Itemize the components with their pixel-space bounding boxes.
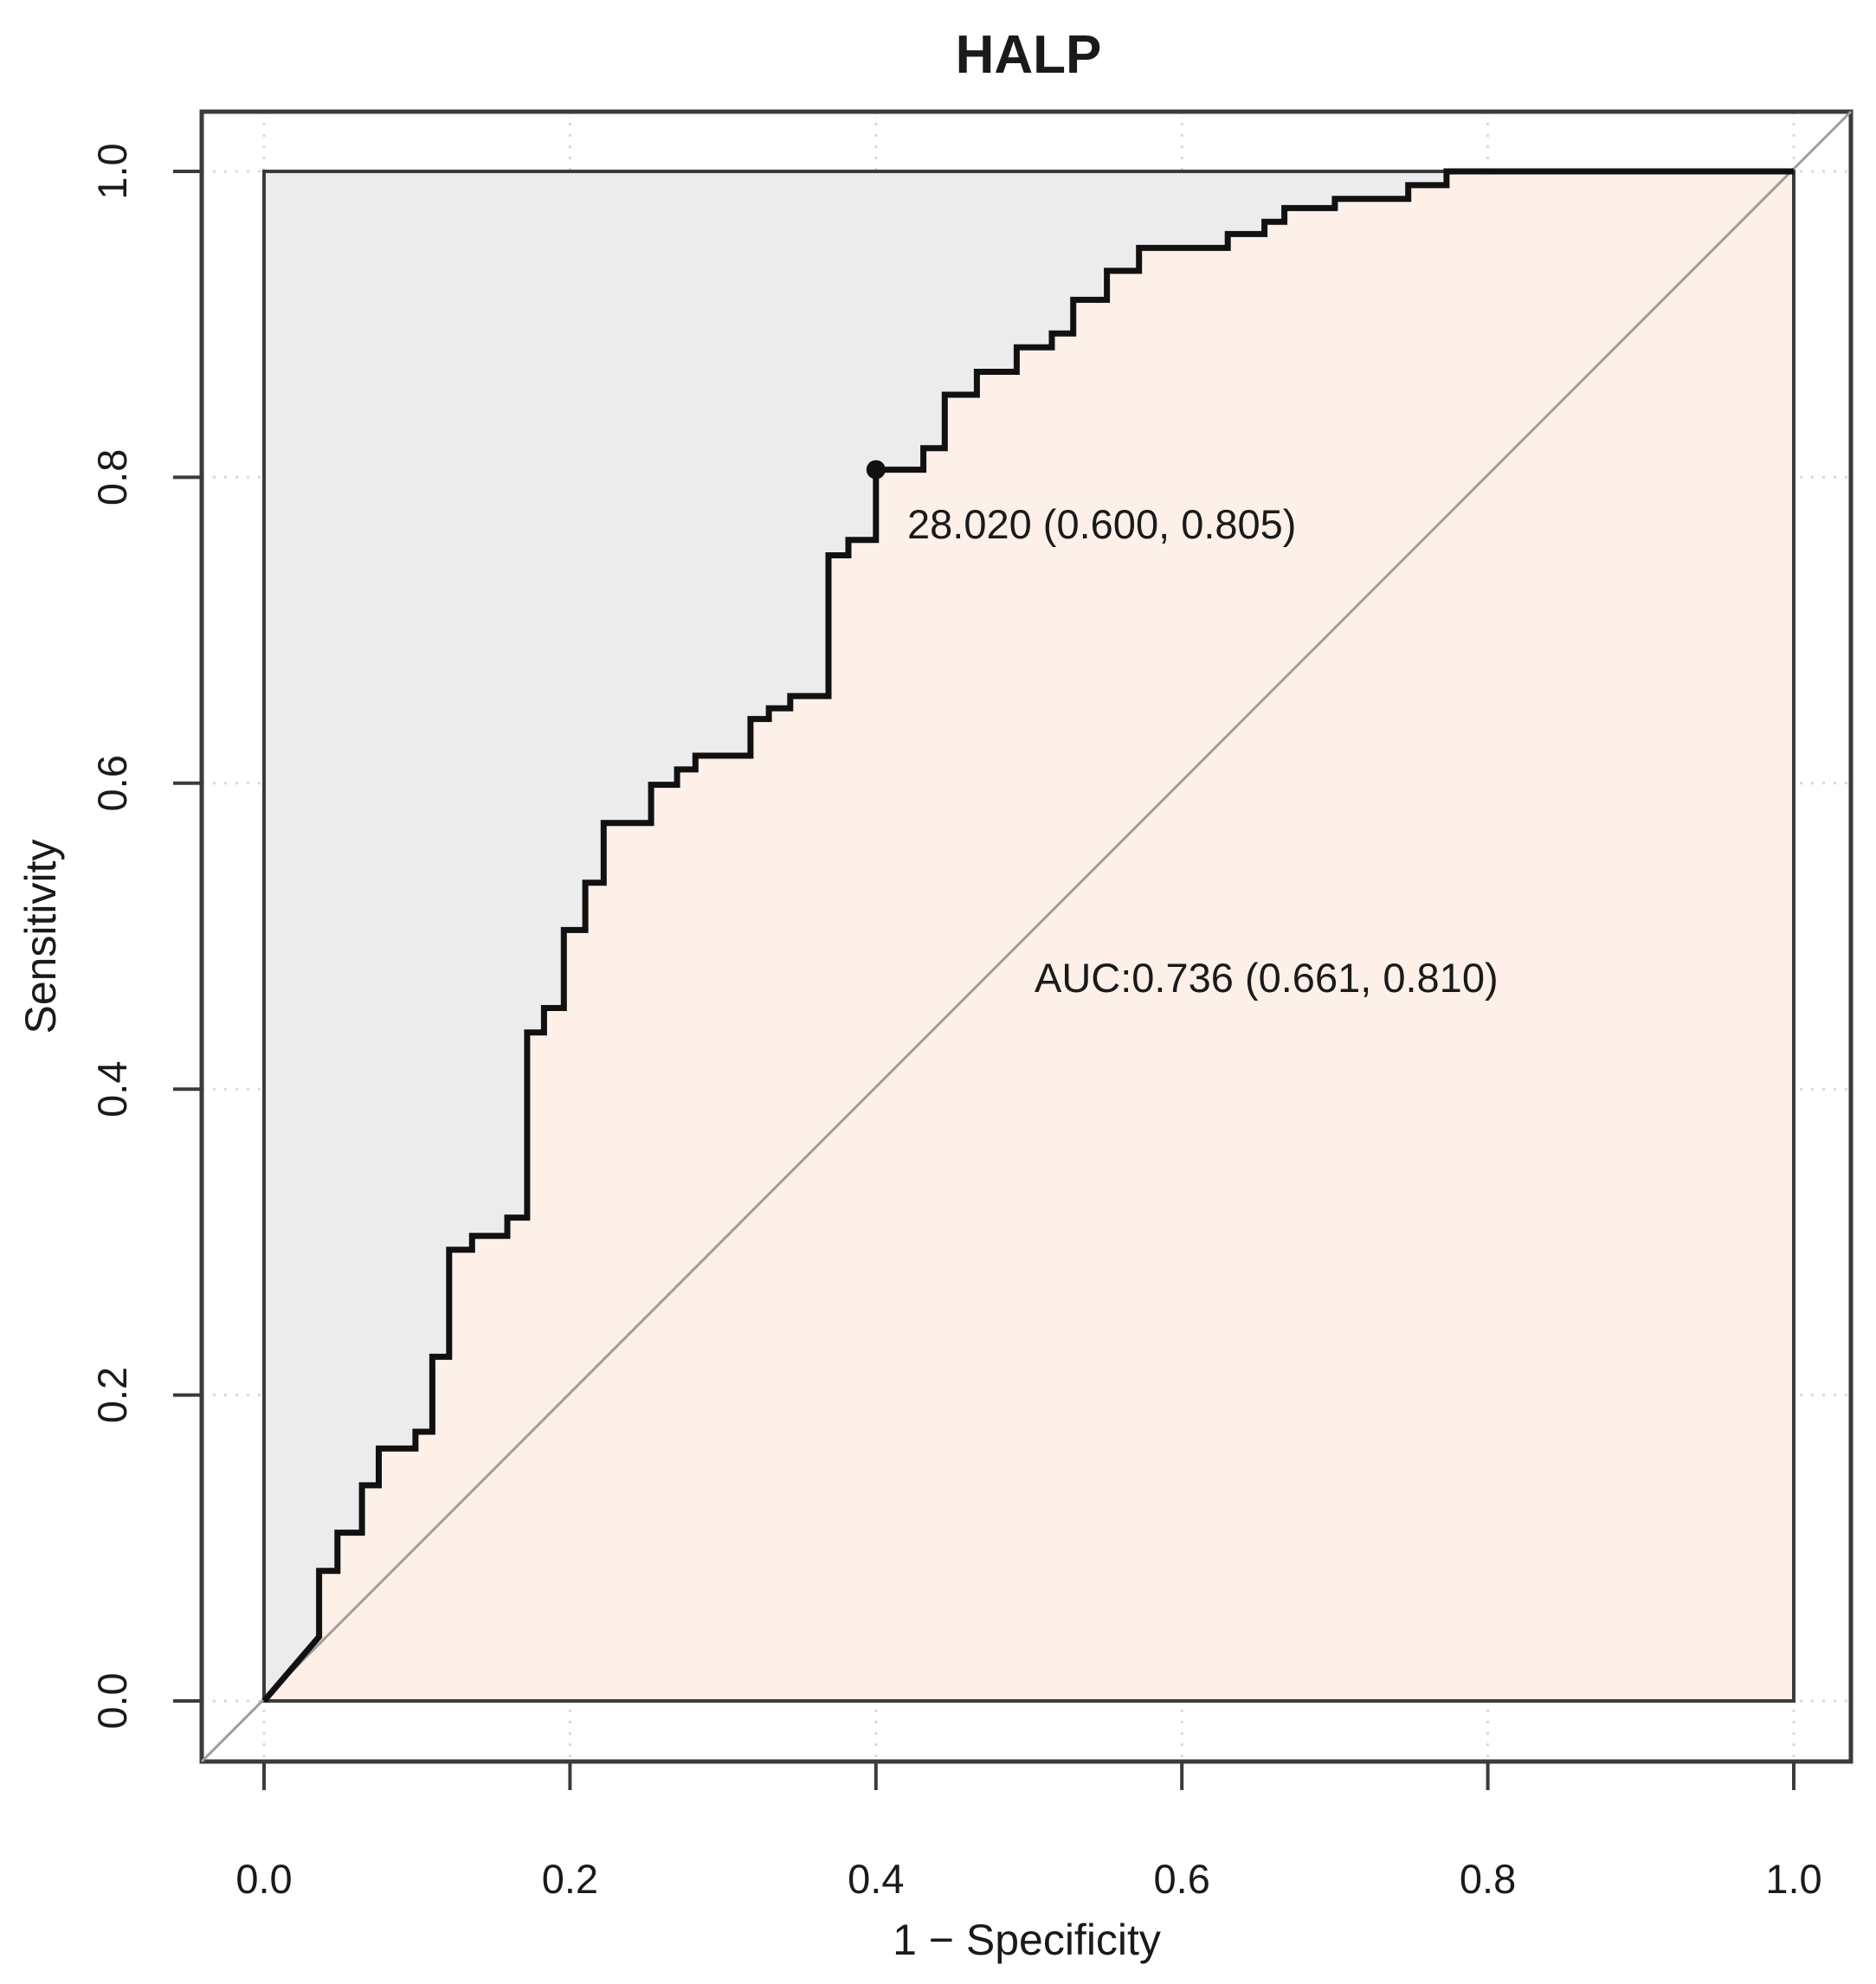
outer-plot-box (199, 109, 1853, 1764)
x-axis-label: 1 − Specificity (893, 1916, 1161, 1964)
area-under-curve (264, 171, 1794, 1701)
unit-square-border (262, 170, 1795, 1703)
x-tick-label: 0.4 (848, 1856, 904, 1902)
x-tick-label: 0.0 (235, 1856, 292, 1902)
axes-layer: 0.0 0.2 0.4 0.6 0.8 1.0 0.0 0.2 0.4 0.6 0.8 1.0 (89, 143, 1822, 1902)
x-tick-label: 1.0 (1765, 1856, 1821, 1902)
x-tick-label: 0.6 (1154, 1856, 1210, 1902)
x-tick-label: 0.2 (542, 1856, 598, 1902)
chance-diagonal (200, 110, 1853, 1763)
x-tick-label: 0.8 (1460, 1856, 1516, 1902)
y-tick-label: 0.0 (89, 1672, 135, 1729)
chart-title: HALP (956, 25, 1102, 85)
y-tick-label: 0.4 (89, 1061, 135, 1118)
y-tick-label: 0.6 (89, 755, 135, 811)
roc-curve (261, 168, 1794, 1704)
y-tick-label: 0.8 (89, 449, 135, 506)
plot-areas-layer (262, 170, 1795, 1703)
roc-curve-layer (200, 110, 1853, 1763)
threshold-annotation: 28.020 (0.600, 0.805) (907, 501, 1296, 547)
auc-annotation: AUC:0.736 (0.661, 0.810) (1035, 955, 1499, 1001)
y-tick-label: 0.2 (89, 1367, 135, 1423)
y-axis-label: Sensitivity (16, 839, 65, 1034)
best-threshold-point (866, 460, 886, 480)
y-tick-label: 1.0 (89, 143, 135, 199)
